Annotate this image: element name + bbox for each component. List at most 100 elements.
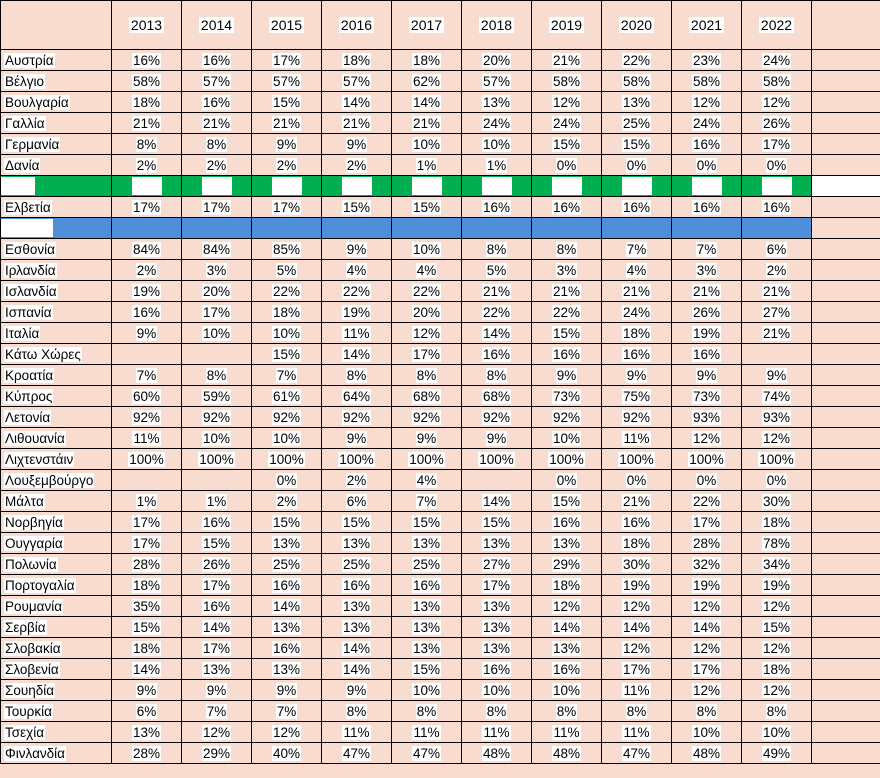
value-cell: [321, 217, 392, 239]
value-cell: 57%: [181, 70, 252, 92]
percent-value: 2%: [135, 262, 158, 278]
value-cell: 16%: [251, 637, 322, 659]
value-cell: 14%: [321, 637, 392, 659]
percent-value: 100%: [338, 451, 375, 467]
value-cell: 15%: [531, 490, 602, 512]
value-cell: 2%: [111, 154, 182, 176]
value-cell: 18%: [321, 49, 392, 71]
value-cell: 13%: [111, 721, 182, 743]
value-cell: 9%: [321, 679, 392, 701]
percent-value: 93%: [761, 409, 792, 425]
value-cell: 25%: [601, 112, 672, 134]
value-cell: 19%: [671, 322, 742, 344]
year-label: 2022: [758, 17, 795, 33]
percent-value: 2%: [345, 472, 368, 488]
value-cell: 12%: [531, 595, 602, 617]
percent-value: 0%: [695, 157, 718, 173]
value-cell: 12%: [531, 91, 602, 113]
country-cell: Ρουμανία: [0, 595, 112, 617]
percent-value: 17%: [201, 577, 232, 593]
country-name: Ισπανία: [4, 304, 53, 320]
header-row: 2013 2014 2015 2016 2017 2018 2019 2020 2021 2022: [0, 0, 880, 50]
value-cell: 19%: [741, 574, 812, 596]
value-cell: 18%: [601, 322, 672, 344]
value-cell: 9%: [181, 679, 252, 701]
value-cell: 28%: [671, 532, 742, 554]
empty-cell: [811, 112, 880, 134]
value-cell: [671, 175, 742, 197]
percent-value: 26%: [761, 115, 792, 131]
percent-value: 10%: [271, 430, 302, 446]
country-name: Ελβετία: [4, 199, 52, 215]
percent-value: 12%: [761, 94, 792, 110]
value-cell: 21%: [251, 112, 322, 134]
value-cell: [251, 217, 322, 239]
year-header: 2019: [531, 0, 602, 50]
value-cell: 92%: [321, 406, 392, 428]
value-cell: 16%: [181, 595, 252, 617]
value-cell: 25%: [251, 553, 322, 575]
value-cell: 34%: [741, 553, 812, 575]
percent-value: 7%: [415, 493, 438, 509]
white-box: [411, 177, 442, 195]
country-name: Φινλανδία: [4, 745, 66, 761]
percent-value: 21%: [341, 115, 372, 131]
percent-value: 9%: [345, 430, 368, 446]
value-cell: 16%: [461, 658, 532, 680]
value-cell: [601, 175, 672, 197]
empty-cell: [811, 49, 880, 71]
percent-value: 57%: [271, 73, 302, 89]
value-cell: 26%: [741, 112, 812, 134]
percent-value: 9%: [275, 682, 298, 698]
value-cell: 7%: [671, 238, 742, 260]
value-cell: 13%: [391, 595, 462, 617]
table-row: Ισλανδία 19% 20% 22% 22% 22% 21% 21% 21% 21% 21%: [0, 280, 880, 302]
value-cell: 61%: [251, 385, 322, 407]
value-cell: 8%: [321, 364, 392, 386]
value-cell: 57%: [321, 70, 392, 92]
percent-value: 18%: [411, 52, 442, 68]
table-row: Εσθονία 84% 84% 85% 9% 10% 8% 8% 7% 7% 6%: [0, 238, 880, 260]
percent-value: 25%: [271, 556, 302, 572]
percent-value: 48%: [551, 745, 582, 761]
value-cell: 100%: [671, 448, 742, 470]
value-cell: 22%: [601, 49, 672, 71]
value-cell: 12%: [671, 427, 742, 449]
value-cell: 4%: [391, 469, 462, 491]
percent-value: 12%: [551, 94, 582, 110]
percent-value: 3%: [205, 262, 228, 278]
percent-value: 21%: [621, 493, 652, 509]
empty-cell: [811, 616, 880, 638]
percent-value: 14%: [201, 619, 232, 635]
percent-value: 17%: [131, 514, 162, 530]
country-name: Τσεχία: [4, 724, 46, 740]
percent-value: 27%: [481, 556, 512, 572]
value-cell: 9%: [321, 427, 392, 449]
value-cell: 16%: [601, 511, 672, 533]
value-cell: 20%: [391, 301, 462, 323]
percent-value: 16%: [551, 514, 582, 530]
value-cell: 3%: [181, 259, 252, 281]
empty-cell: [811, 553, 880, 575]
country-name: Βέλγιο: [4, 73, 46, 89]
table-row: Γαλλία 21% 21% 21% 21% 21% 24% 24% 25% 24% 26%: [0, 112, 880, 134]
value-cell: 57%: [461, 70, 532, 92]
value-cell: 8%: [531, 238, 602, 260]
percent-value: 15%: [551, 325, 582, 341]
value-cell: 21%: [671, 280, 742, 302]
percent-value: 10%: [411, 682, 442, 698]
value-cell: 18%: [531, 574, 602, 596]
value-cell: 15%: [251, 511, 322, 533]
table-row: Τσεχία 13% 12% 12% 11% 11% 11% 11% 11% 10% 10%: [0, 721, 880, 743]
value-cell: 21%: [391, 112, 462, 134]
value-cell: 5%: [251, 259, 322, 281]
value-cell: 13%: [531, 637, 602, 659]
percent-value: 20%: [201, 283, 232, 299]
percent-value: 22%: [411, 283, 442, 299]
value-cell: 12%: [671, 679, 742, 701]
white-box: [1, 177, 35, 195]
table-row: Λιχτενστάιν 100% 100% 100% 100% 100% 100% 100% 1…: [0, 448, 880, 470]
value-cell: [251, 175, 322, 197]
percent-value: 13%: [411, 535, 442, 551]
percent-value: 92%: [481, 409, 512, 425]
